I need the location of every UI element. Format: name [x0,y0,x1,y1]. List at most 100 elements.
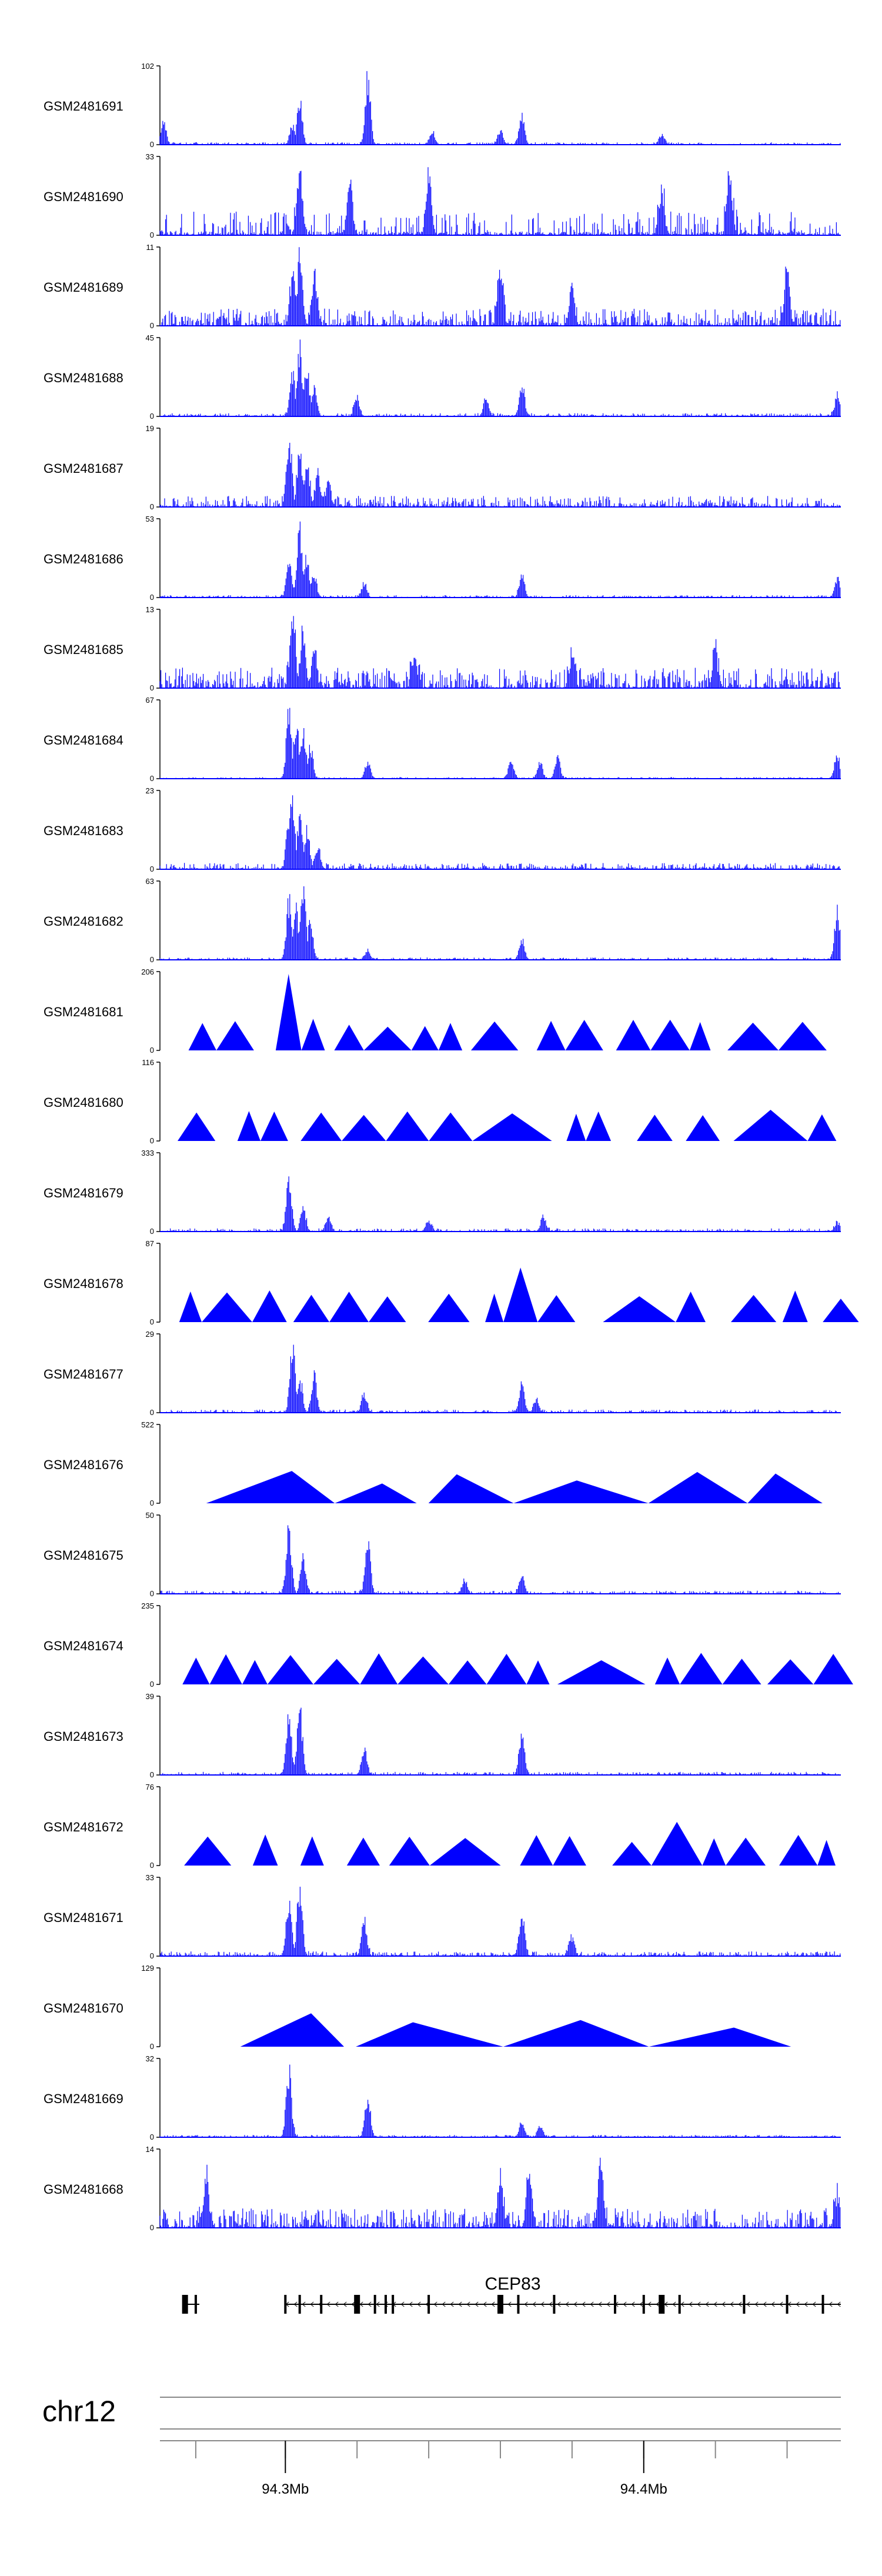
coverage-triangle [503,1267,538,1322]
exon [786,2295,789,2314]
track-label: GSM2481676 [44,1457,123,1472]
strand-arrow [828,2301,833,2307]
track-GSM2481691: GSM2481691 102 0 [44,62,841,149]
exon [743,2295,746,2314]
track-label: GSM2481683 [44,823,123,838]
coverage-triangle [650,1019,690,1050]
coverage-triangle [566,1113,586,1141]
coverage-signal [159,442,841,507]
track-label: GSM2481677 [44,1367,123,1382]
coverage-triangle [807,1114,837,1141]
y-axis-min-label: 0 [150,1136,154,1145]
coverage-triangle [242,1660,268,1684]
coverage-triangle [612,1841,652,1866]
track-GSM2481668: GSM2481668 14 0 [44,2145,841,2232]
strand-arrow [524,2301,528,2307]
track-label: GSM2481673 [44,1729,123,1744]
strand-arrow [680,2301,684,2307]
coverage-signal [161,1525,839,1594]
y-axis-min-label: 0 [150,955,154,964]
strand-arrow [507,2301,512,2307]
track-label: GSM2481688 [44,371,123,385]
coverage-triangle [485,1293,504,1322]
strand-arrow [623,2301,627,2307]
coverage-triangle [438,1023,463,1050]
strand-arrow [590,2301,594,2307]
coverage-triangle [237,1111,260,1141]
coverage-triangle [360,1653,398,1684]
track-GSM2481679: GSM2481679 333 0 [44,1149,841,1236]
y-axis-min-label: 0 [150,1227,154,1236]
strand-arrow [606,2301,610,2307]
coverage-triangle [179,1291,202,1322]
coverage-triangle [747,1473,823,1503]
strand-arrow [540,2301,544,2307]
track-GSM2481676: GSM2481676 522 0 [44,1420,823,1507]
coverage-triangle [649,2027,791,2047]
coverage-triangle [733,1110,808,1141]
track-GSM2481677: GSM2481677 29 0 [44,1330,841,1417]
track-label: GSM2481670 [44,2001,123,2016]
gene-annotation-track: CEP83 [182,2274,841,2314]
coverage-triangle [778,1022,827,1050]
y-axis-max-label: 129 [141,1964,154,1973]
coverage-signal [159,521,841,598]
strand-arrow [796,2301,800,2307]
coverage-triangle [702,1838,726,1866]
coverage-triangle [182,1657,210,1684]
strand-arrow [491,2301,495,2307]
chromosome-ideogram-track: chr12 [42,2395,841,2430]
strand-arrow [573,2301,577,2307]
strand-arrow [483,2301,487,2307]
coverage-triangle [184,1836,232,1866]
coverage-triangle [202,1292,252,1322]
coverage-signal [159,167,840,235]
coverage-triangle [386,1111,429,1141]
coverage-triangle [565,1020,603,1050]
coverage-triangle [448,1660,487,1684]
gene-label-cep83: CEP83 [485,2274,540,2294]
axis-tick-label-94-3mb: 94.3Mb [262,2481,309,2497]
coverage-triangle [334,1025,364,1050]
coverage-signal [162,1176,841,1232]
strand-arrow [689,2301,693,2307]
coverage-signal [159,339,841,416]
axis-tick-label-94-4mb: 94.4Mb [620,2481,667,2497]
track-label: GSM2481682 [44,914,123,929]
coverage-triangle [680,1653,723,1684]
exon [427,2295,430,2314]
y-axis-max-label: 33 [146,1873,154,1882]
track-GSM2481674: GSM2481674 235 0 [44,1601,853,1689]
exon [678,2295,681,2314]
strand-arrow [549,2301,553,2307]
coverage-triangle [301,1019,325,1050]
coverage-triangle [731,1294,777,1322]
y-axis-max-label: 53 [146,515,154,523]
strand-arrow [400,2301,405,2307]
coverage-triangle [240,2013,345,2047]
y-axis-min-label: 0 [150,231,154,239]
exon [517,2295,520,2314]
y-axis-max-label: 45 [146,333,154,342]
track-GSM2481681: GSM2481681 206 0 [44,967,827,1055]
strand-arrow [631,2301,635,2307]
coverage-triangle [557,1660,646,1684]
strand-arrow [582,2301,586,2307]
coverage-triangle [817,1840,836,1866]
strand-arrow [335,2301,339,2307]
coverage-triangle [648,1471,748,1503]
coverage-triangle [369,1296,406,1322]
coverage-triangle [209,1654,242,1684]
track-label: GSM2481668 [44,2182,123,2197]
track-GSM2481682: GSM2481682 63 0 [44,877,841,964]
y-axis-min-label: 0 [150,1680,154,1689]
coverage-signal [159,2157,841,2228]
strand-arrow [442,2301,446,2307]
coverage-tracks: GSM2481691 102 0 GSM2481690 33 0 GSM2481689 11 0… [44,62,859,2232]
track-label: GSM2481672 [44,1820,123,1834]
coverage-triangle [654,1657,680,1684]
strand-arrow [639,2301,643,2307]
coverage-triangle [513,1480,649,1503]
coverage-triangle [260,1112,288,1141]
y-axis-min-label: 0 [150,774,154,783]
